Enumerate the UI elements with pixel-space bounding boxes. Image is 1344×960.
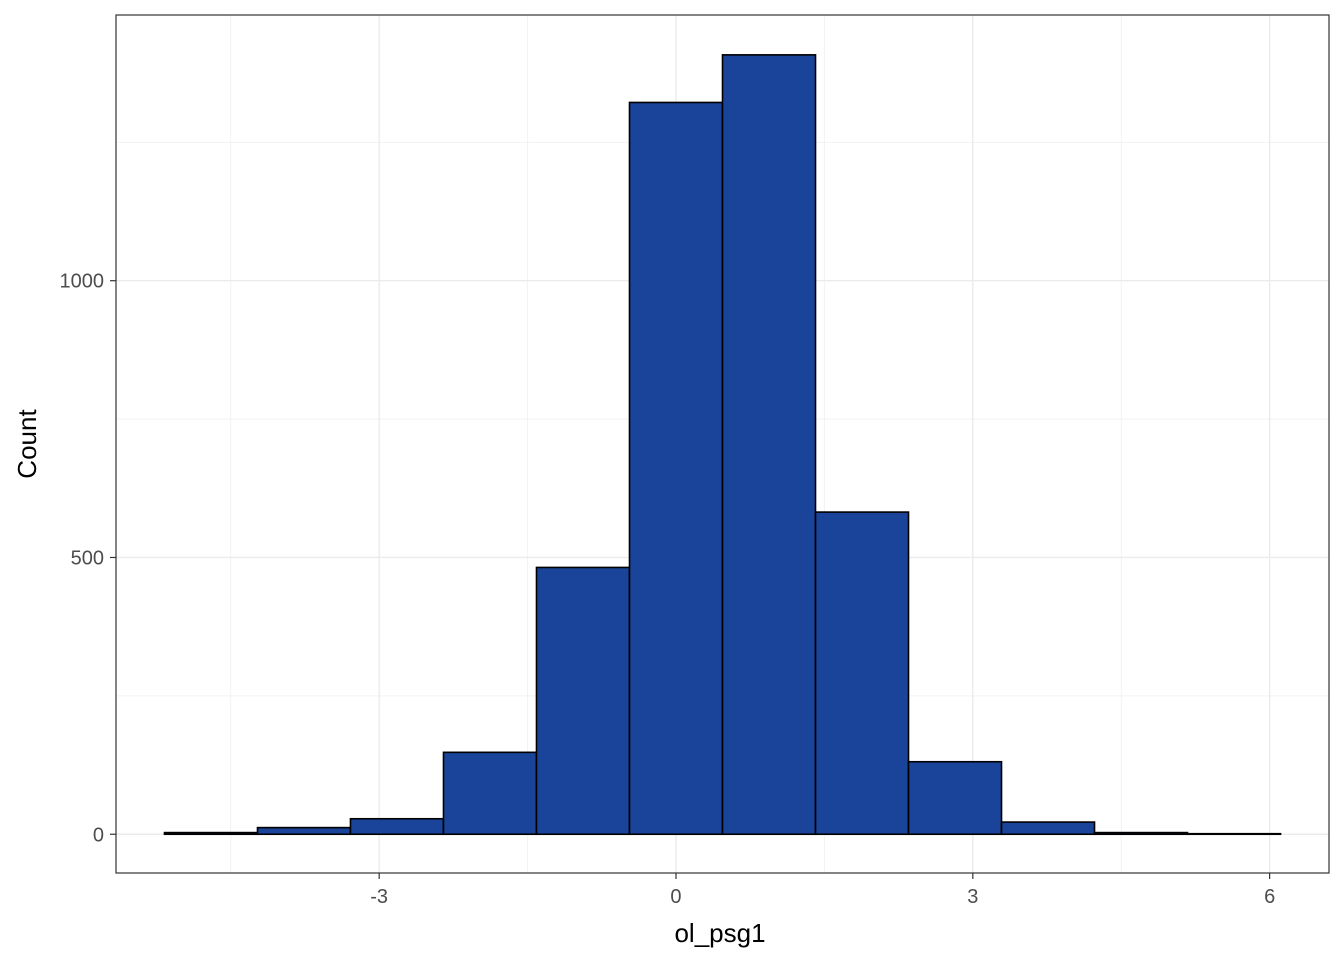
y-tick-label: 0 <box>93 824 104 846</box>
histogram-bar <box>349 817 445 836</box>
x-tick-label: 0 <box>670 886 681 908</box>
y-axis-title: Count <box>12 409 42 479</box>
x-tick-label: -3 <box>370 886 388 908</box>
histogram-bars <box>163 54 1282 836</box>
histogram-bar <box>1000 821 1096 836</box>
histogram-bar <box>628 101 724 836</box>
y-tick-label: 1000 <box>60 271 105 293</box>
histogram-bar <box>1186 832 1282 836</box>
x-tick-label: 3 <box>967 886 978 908</box>
histogram-bar <box>442 751 538 836</box>
histogram-bar <box>256 826 352 836</box>
x-axis-title: ol_psg1 <box>674 918 765 948</box>
y-tick-label: 500 <box>71 547 104 569</box>
histogram-bar <box>814 511 910 836</box>
histogram-bar <box>721 54 817 836</box>
histogram-bar <box>1093 831 1189 836</box>
plot-panel-border <box>115 14 1330 874</box>
histogram-bar <box>163 831 259 836</box>
histogram-bar <box>535 566 631 836</box>
x-tick-label: 6 <box>1264 886 1275 908</box>
histogram-bar <box>907 760 1003 836</box>
axis-ticks: -3 0 3 6 0 500 1000 <box>60 271 1276 908</box>
